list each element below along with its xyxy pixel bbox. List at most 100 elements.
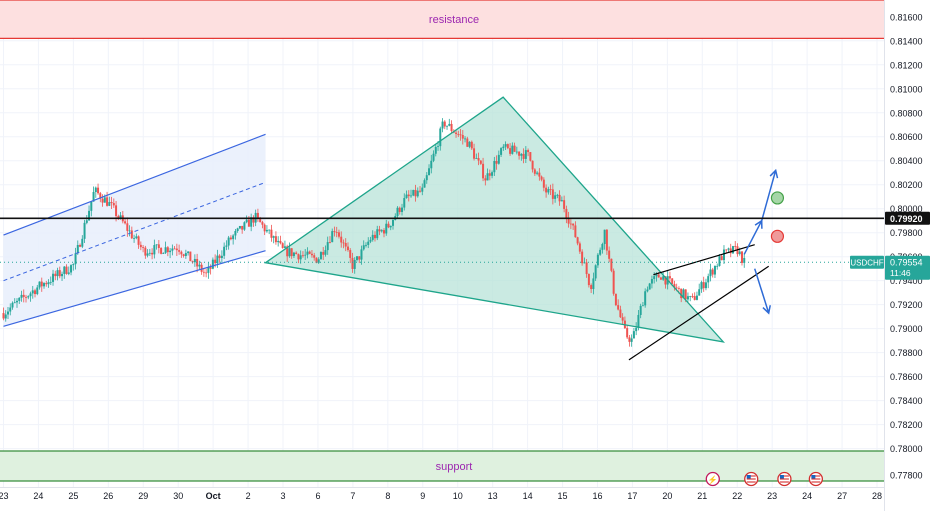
price-tick-label: 0.80400 [890,156,923,166]
candle-body [439,128,442,147]
candle-body [61,273,64,277]
candle-body [295,252,298,255]
time-tick-label: 2 [246,491,251,501]
candle-body [157,244,160,249]
candle-body [211,259,214,269]
candle-body [578,243,581,252]
candle-body [398,207,401,212]
candle-body [671,278,674,284]
candle-body [187,251,190,254]
candle-body [234,230,237,236]
candle-body [596,254,599,266]
candle-body [290,248,293,257]
candle-body [729,248,732,254]
candle-body [317,259,320,263]
candle-body [686,296,689,300]
us-flag-icon-2-canton [779,475,784,479]
candle-body [16,300,19,303]
candle-body [119,215,122,218]
candle-body [236,228,239,231]
candle-body [558,194,561,202]
candle-body [486,173,489,181]
candle-body [441,121,444,129]
price-tick-label: 0.78000 [890,444,923,454]
candle-body [675,287,678,289]
candle-body [459,134,462,136]
price-tick-label: 0.80200 [890,180,923,190]
price-tick-label: 0.81600 [890,12,923,22]
candle-body [637,314,640,328]
candle-body [648,283,651,290]
candle-body [488,173,491,176]
candle-body [205,272,208,274]
price-axis[interactable]: 0.77800 0.78000 0.78200 0.78400 0.78600 0.788… [850,0,930,511]
time-axis[interactable]: 23 24 25 26 29 30 Oct 2 3 6 7 8 9 10 13 14 15 16 17 20 21 22 2… [0,487,884,502]
candle-body [225,245,228,247]
candle-body [337,232,340,237]
candle-body [346,246,349,251]
candle-body [572,223,575,226]
candle-body [716,265,719,267]
candle-body [191,261,194,263]
candle-body [308,251,311,254]
candle-body [509,148,512,154]
markers-layer: ⚡ [705,191,824,487]
candle-body [718,256,721,266]
candle-body [351,257,354,269]
triangle-outline [263,96,726,343]
candle-body [90,201,93,211]
lightning-icon-glyph: ⚡ [708,475,718,485]
candle-body [358,256,361,260]
candle-body [101,198,104,203]
candle-body [668,276,671,279]
candle-body [513,145,516,152]
candle-body [74,253,77,265]
candle-body [482,163,485,179]
candle-body [270,229,273,238]
candle-body [610,258,613,271]
candle-body [229,237,232,240]
time-tick-label: 13 [488,491,498,501]
price-tick-label: 0.81200 [890,60,923,70]
candle-body [677,288,680,290]
candle-body [223,246,226,256]
candle-body [425,175,428,181]
levels-layer [0,217,884,263]
support-zone-label: support [436,461,473,473]
candle-body [166,247,169,253]
candle-body [538,172,541,177]
candle-body [443,121,446,127]
candle-body [632,331,635,339]
candle-body [277,240,280,243]
candle-body [466,138,469,147]
candle-body [495,160,498,164]
candle-body [704,282,707,289]
candle-body [169,250,172,253]
candle-body [355,256,358,260]
candle-body [72,264,75,266]
time-tick-label: 17 [627,491,637,501]
candle-body [448,123,451,126]
candle-body [306,251,309,255]
candle-body [322,252,325,255]
candle-body [202,271,205,273]
candle-body [81,238,84,247]
candle-body [520,153,523,156]
candle-body [274,236,277,243]
candle-body [196,258,199,267]
candle-body [727,248,730,250]
candle-body [103,197,106,203]
candle-body [173,248,176,250]
candle-body [335,232,338,233]
candle-body [133,238,136,239]
candle-body [297,254,300,260]
drawings-layer [3,96,779,361]
candle-body [115,205,118,217]
candle-body [326,242,329,251]
candle-body [31,290,34,294]
time-tick-label: 22 [732,491,742,501]
candle-body [83,222,86,239]
candle-body [85,220,88,223]
candle-body [232,235,235,240]
